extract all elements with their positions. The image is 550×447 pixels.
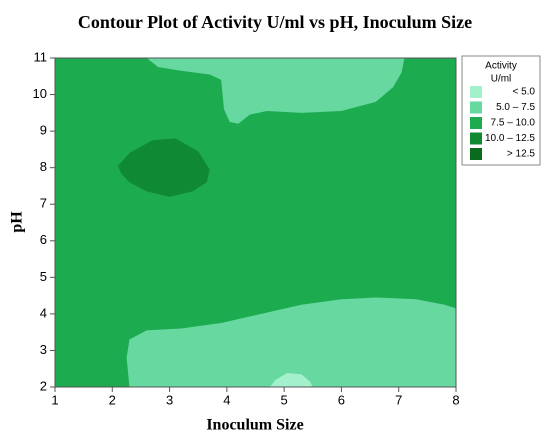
legend: Activity U/ml< 5.0 5.0 – 7.5 7.5 – 10.0 10.0… [461,55,541,166]
legend-swatch [470,117,482,129]
y-tick-label: 10 [33,86,47,101]
legend-label: > 12.5 [507,149,536,160]
x-tick-label: 6 [338,392,345,407]
y-tick-label: 8 [40,159,47,174]
legend-swatch [470,101,482,114]
x-tick-label: 1 [51,392,58,407]
x-tick-label: 7 [395,392,402,407]
y-tick-label: 2 [40,378,47,393]
y-tick-label: 11 [34,49,48,64]
legend-label: < 5.0 [512,87,535,98]
legend-swatch [470,86,482,98]
x-tick-label: 4 [223,392,230,407]
x-tick-label: 2 [109,392,116,407]
x-axis-label: Inoculum Size [206,417,303,434]
legend-swatch [470,148,482,160]
x-tick-label: 3 [166,392,173,407]
contour-region [269,373,313,387]
legend-label: 7.5 – 10.0 [491,118,536,129]
chart-title: Contour Plot of Activity U/ml vs pH, Ino… [78,12,472,32]
contour-region [118,138,210,197]
legend-box [461,55,541,166]
plot-area [55,58,456,387]
legend-swatch [470,132,482,145]
x-tick-label: 8 [452,392,459,407]
y-tick-label: 7 [40,196,47,211]
plot-frame [54,57,457,388]
contour-region [126,297,456,387]
y-tick-label: 9 [40,123,47,138]
y-tick-label: 4 [40,305,47,320]
y-tick-label: 6 [40,232,47,247]
contour-region [146,58,405,124]
y-tick-label: 3 [40,342,47,357]
y-axis-label: pH [9,211,26,233]
x-tick-label: 5 [281,392,288,407]
y-tick-label: 5 [40,269,47,284]
legend-title: Activity [485,61,517,72]
legend-label: 5.0 – 7.5 [496,102,535,113]
legend-title: U/ml [491,74,512,85]
legend-label: 10.0 – 12.5 [485,133,535,144]
